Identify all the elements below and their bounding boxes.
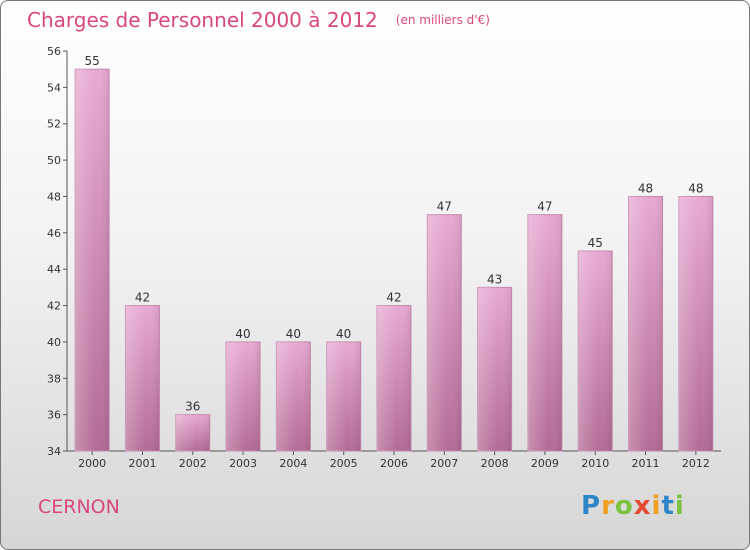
- x-tick-label: 2005: [330, 457, 358, 470]
- bar-value-label: 43: [487, 272, 502, 286]
- logo-letter: i: [651, 491, 662, 521]
- y-tick-label: 40: [47, 336, 61, 349]
- y-tick-label: 42: [47, 300, 61, 313]
- bar-highlight: [125, 305, 160, 451]
- bar-highlight: [226, 341, 261, 451]
- bars: 55 42 36 40 40 40 42 47 43 47 45 48 48: [74, 54, 714, 452]
- x-tick-label: 2007: [430, 457, 458, 470]
- x-tick-label: 2002: [179, 457, 207, 470]
- bar-highlight: [477, 287, 512, 451]
- bar-value-label: 40: [286, 327, 301, 341]
- axes: 34 36 38 40 42 44 46 48 50 52 54 56 2000 2001 2002 2003…: [47, 45, 721, 470]
- bar-value-label: 47: [437, 200, 452, 214]
- x-tick-label: 2000: [78, 457, 106, 470]
- bar-highlight: [427, 214, 462, 451]
- y-tick-label: 48: [47, 190, 61, 203]
- bar-value-label: 47: [537, 200, 552, 214]
- x-tick-label: 2008: [481, 457, 509, 470]
- y-tick-label: 56: [47, 45, 61, 58]
- x-tick-label: 2004: [279, 457, 307, 470]
- chart-title: Charges de Personnel 2000 à 2012 (en mill…: [27, 8, 490, 32]
- bar-value-label: 42: [386, 291, 401, 305]
- x-tick-label: 2009: [531, 457, 559, 470]
- bar-highlight: [326, 341, 361, 451]
- chart-subtitle: (en milliers d'€): [395, 13, 490, 27]
- y-tick-label: 46: [47, 227, 61, 240]
- bar-highlight: [678, 196, 713, 451]
- x-tick-label: 2001: [128, 457, 156, 470]
- x-tick-label: 2006: [380, 457, 408, 470]
- y-tick-label: 36: [47, 409, 61, 422]
- logo-letter: r: [601, 491, 615, 521]
- chart-title-text: Charges de Personnel 2000 à 2012: [27, 8, 378, 32]
- y-tick-label: 50: [47, 154, 61, 167]
- bar-highlight: [377, 305, 411, 451]
- bar-highlight: [75, 69, 110, 451]
- x-tick-label: 2012: [682, 457, 710, 470]
- town-name: CERNON: [38, 496, 120, 518]
- x-tick-label: 2003: [229, 457, 257, 470]
- bar-highlight: [578, 251, 613, 451]
- logo-letter: x: [633, 491, 652, 521]
- y-tick-label: 52: [47, 118, 61, 131]
- bar-highlight: [175, 414, 210, 451]
- bar-value-label: 36: [185, 400, 200, 414]
- y-tick-label: 44: [47, 263, 61, 276]
- x-tick-label: 2011: [632, 457, 660, 470]
- bar-highlight: [628, 196, 663, 451]
- logo-letter: t: [661, 491, 675, 521]
- bar-value-label: 40: [336, 327, 351, 341]
- bar-highlight: [527, 214, 562, 451]
- y-tick-label: 54: [47, 81, 61, 94]
- y-tick-label: 38: [47, 372, 61, 385]
- logo-letter: o: [614, 491, 634, 521]
- x-tick-label: 2010: [581, 457, 609, 470]
- y-tick-label: 34: [47, 445, 61, 458]
- bar-value-label: 45: [588, 236, 603, 250]
- bar-value-label: 42: [135, 291, 150, 305]
- logo-letter: P: [581, 491, 602, 521]
- bar-value-label: 48: [688, 181, 703, 195]
- bar-value-label: 55: [85, 54, 100, 68]
- proxiti-logo: Proxiti: [581, 491, 685, 521]
- bar-value-label: 40: [235, 327, 250, 341]
- logo-letter: i: [674, 491, 685, 521]
- bar-value-label: 48: [638, 181, 653, 195]
- bar-highlight: [276, 341, 311, 451]
